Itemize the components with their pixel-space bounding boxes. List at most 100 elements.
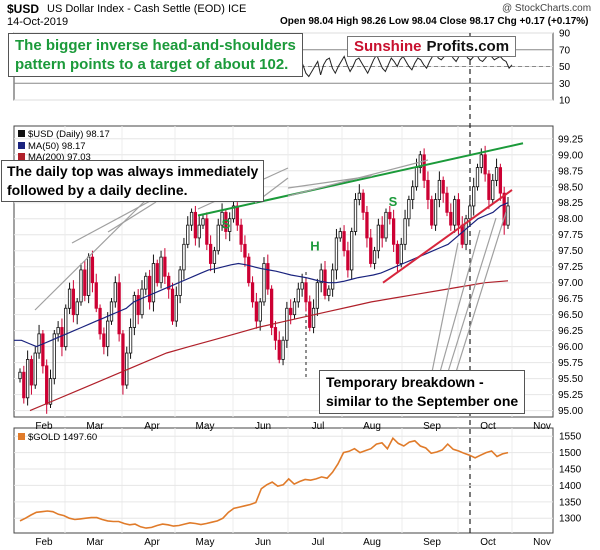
logo-part-1: Sunshine — [354, 38, 422, 55]
breakdown-pointer-3 — [447, 217, 497, 373]
usd-candle — [205, 218, 209, 245]
usd-candle — [41, 333, 45, 367]
daily-top-pointer-4 — [287, 159, 429, 197]
usd-tick-label: 98.50 — [558, 182, 583, 193]
daily-top-annotation: The daily top was always immediately fol… — [1, 160, 265, 202]
gold-tick-label: 1550 — [559, 432, 582, 443]
usd-candle — [346, 250, 350, 271]
usd-candle — [155, 263, 159, 284]
usd-legend-entry: MA(50) 98.17 — [28, 141, 86, 152]
support-line-red — [382, 189, 513, 284]
breakdown-line-1: Temporary breakdown - — [326, 374, 484, 390]
usd-candle — [167, 275, 171, 290]
usd-candle — [399, 243, 403, 264]
rsi-tick-label: 10 — [559, 96, 571, 107]
gold-tick-label: 1500 — [559, 448, 582, 459]
usd-candle — [422, 154, 426, 181]
usd-candle — [208, 243, 213, 264]
usd-candle — [90, 256, 95, 284]
usd-candle — [258, 301, 262, 322]
usd-candle — [262, 263, 266, 303]
usd-candle — [449, 211, 453, 226]
inverse-hs-annotation: The bigger inverse head-and-shoulders pa… — [8, 33, 303, 77]
usd-x-tick-label: Mar — [86, 421, 104, 432]
usd-candle — [269, 288, 274, 328]
usd-candle — [64, 307, 68, 348]
usd-x-tick-label: Nov — [533, 421, 551, 432]
usd-candle — [311, 307, 316, 328]
usd-candle — [289, 307, 293, 316]
usd-candle — [83, 269, 87, 296]
usd-candle — [159, 256, 163, 284]
usd-candle — [144, 275, 148, 290]
gold-legend-entry: $GOLD 1497.60 — [28, 432, 97, 443]
neckline-green — [197, 142, 524, 217]
gold-x-tick-label: Apr — [144, 537, 160, 548]
usd-tick-label: 98.75 — [558, 166, 583, 177]
usd-candle — [174, 295, 178, 322]
usd-candle — [369, 237, 373, 264]
gold-tick-label: 1400 — [559, 481, 582, 492]
usd-candle — [395, 243, 400, 264]
usd-candle — [334, 237, 339, 271]
daily-top-pointer-left-2 — [71, 199, 153, 244]
usd-candle — [37, 333, 41, 354]
chart-symbol: $USD — [7, 2, 40, 16]
chart-name: US Dollar Index - Cash Settle (EOD) ICE — [47, 3, 247, 15]
usd-candle — [235, 205, 239, 226]
usd-candle — [479, 154, 483, 168]
usd-candle — [304, 282, 308, 303]
usd-candle — [483, 154, 487, 175]
gold-panel-frame — [13, 427, 554, 534]
usd-candle — [201, 218, 205, 226]
usd-candle — [136, 295, 140, 316]
usd-x-tick-label: Feb — [35, 421, 53, 432]
usd-candle — [216, 224, 220, 252]
usd-candle — [75, 301, 79, 316]
gold-tick-label: 1450 — [559, 465, 582, 476]
breakdown-line-2: similar to the September one — [326, 393, 519, 409]
usd-candle — [22, 371, 26, 399]
usd-candle — [67, 288, 72, 309]
usd-candle — [300, 282, 304, 290]
inverse-hs-line-1: The bigger inverse head-and-shoulders — [15, 37, 296, 54]
daily-top-pointer-left-1 — [34, 197, 149, 311]
rsi-tick-label: 30 — [559, 79, 571, 90]
usd-candle — [388, 211, 392, 220]
usd-candle — [56, 327, 60, 335]
usd-x-tick-label: Jul — [312, 421, 325, 432]
usd-candle — [391, 218, 396, 245]
usd-candle — [98, 307, 102, 335]
usd-candle — [315, 282, 320, 309]
usd-tick-label: 97.50 — [558, 246, 583, 257]
usd-candle — [426, 179, 430, 200]
usd-candle — [117, 282, 121, 335]
gold-x-tick-label: Nov — [533, 537, 551, 548]
rsi-tick-label: 90 — [559, 29, 571, 40]
usd-candle — [464, 218, 468, 245]
gold-x-tick-label: Jul — [312, 537, 325, 548]
ma200-line — [29, 280, 509, 412]
usd-candle — [433, 199, 438, 226]
gold-x-tick-label: May — [196, 537, 215, 548]
breakdown-pointer-4 — [455, 211, 507, 373]
usd-candle — [292, 301, 297, 316]
usd-candle — [437, 179, 442, 200]
usd-candle — [350, 231, 354, 271]
gold-tick-label: 1350 — [559, 497, 582, 508]
usd-candle — [319, 269, 323, 284]
usd-tick-label: 96.25 — [558, 326, 583, 337]
usd-candle — [472, 186, 476, 207]
usd-candle — [376, 224, 381, 252]
usd-tick-label: 99.25 — [558, 134, 583, 145]
usd-candle — [498, 167, 503, 194]
right-shoulder-label: S — [389, 194, 398, 209]
usd-candle — [285, 307, 289, 341]
usd-candle — [29, 359, 34, 386]
usd-candle — [403, 218, 407, 245]
usd-legend-entry: $USD (Daily) 98.17 — [28, 129, 110, 140]
usd-candle — [445, 192, 449, 213]
usd-candle — [247, 256, 251, 284]
usd-legend-swatch — [18, 130, 25, 137]
gold-x-tick-label: Mar — [86, 537, 104, 548]
